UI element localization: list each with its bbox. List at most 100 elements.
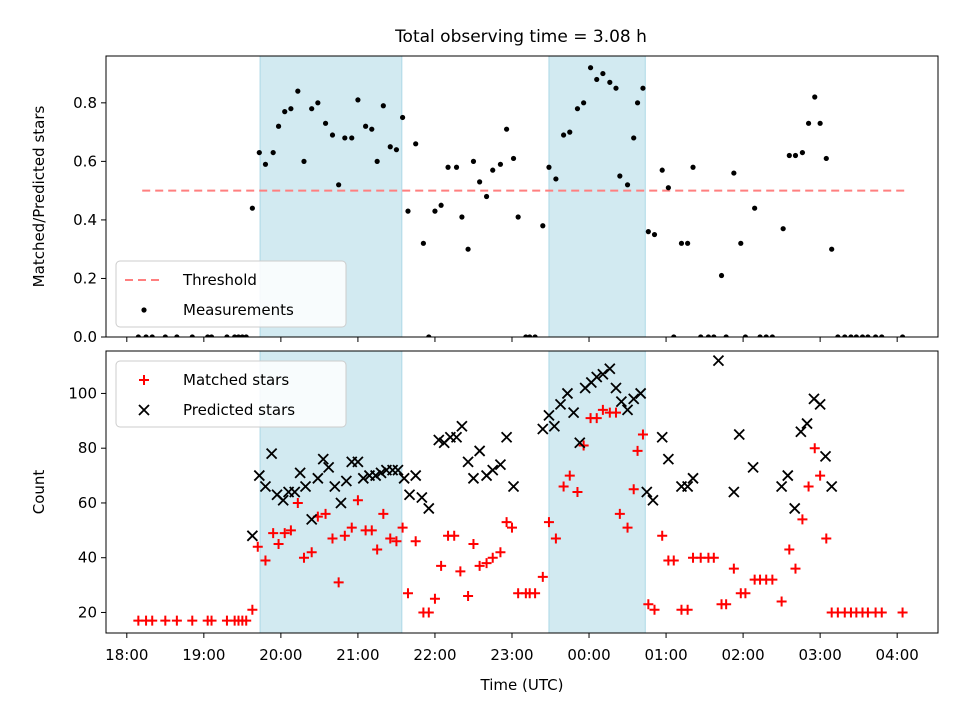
matched-star-point [809,443,820,454]
measurement-point [823,155,829,162]
measurement-point [349,135,355,141]
legend-box [115,360,347,428]
predicted-star-point [375,467,387,479]
predicted-star-point [352,456,364,468]
top-panel: 0.0 0.2 0.4 0.6 0.8 Matched/Predicted stars Th… [30,55,939,346]
predicted-star-point [410,469,422,482]
measurement-point [162,334,168,337]
predicted-star-point [543,409,555,421]
y-tick-label: 0.0 [73,328,97,346]
measurement-point [315,100,321,106]
y-tick-label: 0.2 [73,269,97,287]
measurement-point [470,158,477,164]
matched-star-point [487,552,498,563]
measurement-point [780,226,786,232]
predicted-star-point [662,453,675,465]
predicted-star-point [681,480,694,493]
measurement-point [645,229,651,235]
predicted-star-point [259,480,272,493]
matched-star-point [597,404,608,415]
predicted-star-point [392,464,404,476]
matched-star-point [160,615,171,626]
legend-top: Threshold Measurements [115,260,347,328]
measurement-point [581,100,587,106]
legend-label: Predicted stars [183,401,295,419]
predicted-star-point [747,461,759,473]
measurement-point [135,334,141,337]
measurement-point [848,334,854,337]
predicted-star-point [795,426,807,438]
matched-star-point [268,528,279,539]
predicted-star-point [323,461,335,473]
measurement-point [208,334,215,337]
matched-star-point [728,563,739,574]
measurement-point [256,149,262,156]
predicted-star-point [467,472,480,484]
predicted-star-point [312,472,324,484]
measurement-point [369,126,375,132]
predicted-star-point [826,480,838,493]
matched-star-point [721,599,732,610]
predicted-star-point [591,371,603,383]
legend-bottom: Matched stars Predicted stars [115,360,347,428]
measurement-point [842,334,848,337]
measurement-point [270,149,276,156]
predicted-star-point [597,368,609,380]
measurement-point [465,246,471,252]
measurement-point [685,240,691,246]
predicted-star-point [317,453,329,465]
measurement-point [459,214,465,220]
predicted-star-point [289,486,301,498]
measurement-point [189,334,195,337]
matched-star-point [543,517,554,528]
measurement-point [631,135,637,141]
matched-star-point [637,429,648,440]
measurement-point [288,106,294,112]
predicted-star-point [712,354,725,367]
measurement-point [426,334,432,337]
y-axis-label: Count [30,470,48,515]
predicted-star-point [253,469,265,482]
matched-star-point [241,615,252,626]
matched-star-point [410,536,421,547]
measurement-point [792,152,799,159]
axes-frame-bottom [105,350,939,634]
predicted-star-point [567,406,580,419]
predicted-star-point [423,502,435,515]
x-tick-label: 22:00 [413,646,456,664]
legend-label: Threshold [182,271,257,289]
matched-star-point [657,530,668,541]
measurement-point [393,147,400,153]
y-tick-label: 80 [78,439,97,457]
predicted-star-point [656,431,668,443]
measurement-point [738,240,744,246]
predicted-star-point [561,387,574,400]
predicted-star-point [306,513,318,526]
matched-star-point [260,555,271,566]
measurement-point [523,334,529,337]
x-tick-label: 02:00 [721,646,764,664]
predicted-star-point [246,530,259,542]
matched-star-point [591,413,602,424]
measurement-point [553,176,559,182]
predicted-star-point [687,472,699,484]
measurement-point [835,334,841,337]
matched-star-point [320,508,331,519]
predicted-star-point [548,420,560,432]
measurement-point [718,272,725,279]
predicted-star-point [628,393,640,405]
matched-star-point [449,530,460,541]
x-tick-label: 20:00 [259,646,302,664]
x-tick-label: 03:00 [799,646,842,664]
measurement-point [594,76,600,83]
measurement-point [812,94,818,100]
matched-star-point [279,528,290,539]
measurement-point [665,185,671,191]
measurement-point [174,334,180,337]
measurement-point [243,334,249,337]
measurement-point [262,161,269,167]
predicted-star-point [500,431,513,443]
measurement-point [651,231,658,238]
measurement-point [561,132,567,138]
x-tick-label: 21:00 [336,646,379,664]
